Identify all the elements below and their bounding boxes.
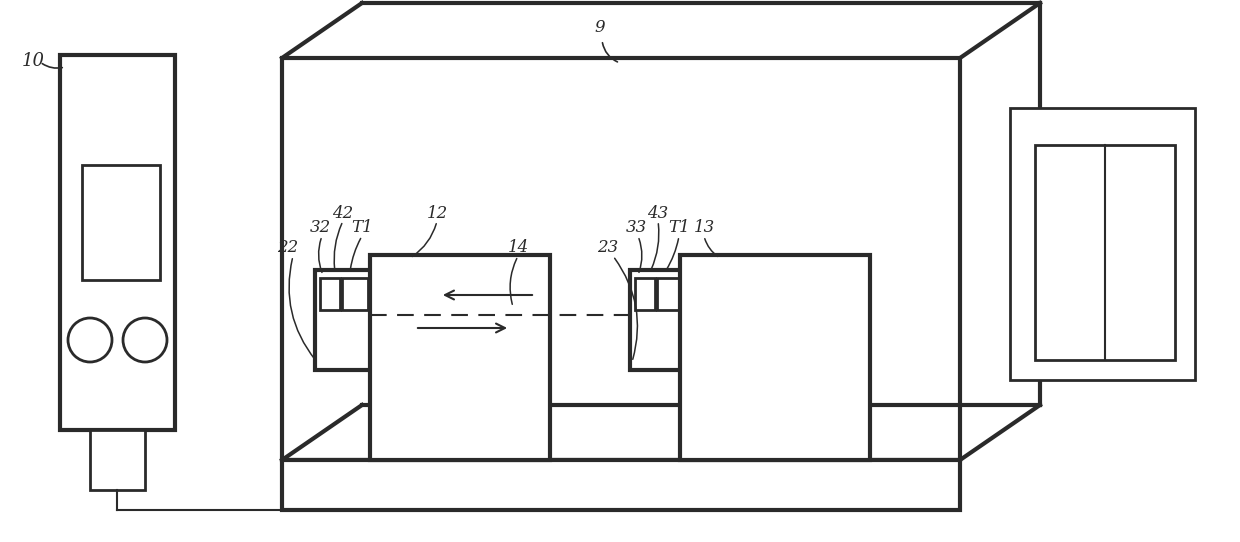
Bar [1011, 108, 1195, 380]
Bar [281, 58, 960, 460]
Text: 13: 13 [693, 220, 714, 236]
Text: 22: 22 [278, 240, 299, 256]
Bar [657, 278, 680, 310]
Text: 42: 42 [332, 204, 353, 222]
Bar [320, 278, 340, 310]
Text: 10: 10 [22, 52, 45, 70]
Text: 23: 23 [598, 240, 619, 256]
Text: 33: 33 [625, 220, 646, 236]
Bar [1035, 145, 1176, 360]
Bar [635, 278, 655, 310]
Bar [630, 270, 689, 370]
Bar [370, 255, 551, 460]
Bar [315, 270, 374, 370]
Text: 12: 12 [427, 204, 448, 222]
Text: 14: 14 [507, 240, 528, 256]
Circle shape [123, 318, 167, 362]
Bar [82, 165, 160, 280]
Text: 9: 9 [595, 20, 605, 36]
Text: 43: 43 [647, 204, 668, 222]
Text: T1: T1 [668, 220, 689, 236]
Bar [91, 430, 145, 490]
Bar [342, 278, 368, 310]
Circle shape [68, 318, 112, 362]
Text: T1: T1 [351, 220, 373, 236]
Bar [60, 55, 175, 430]
Bar [281, 460, 960, 510]
Bar [680, 255, 870, 460]
Text: 32: 32 [309, 220, 331, 236]
